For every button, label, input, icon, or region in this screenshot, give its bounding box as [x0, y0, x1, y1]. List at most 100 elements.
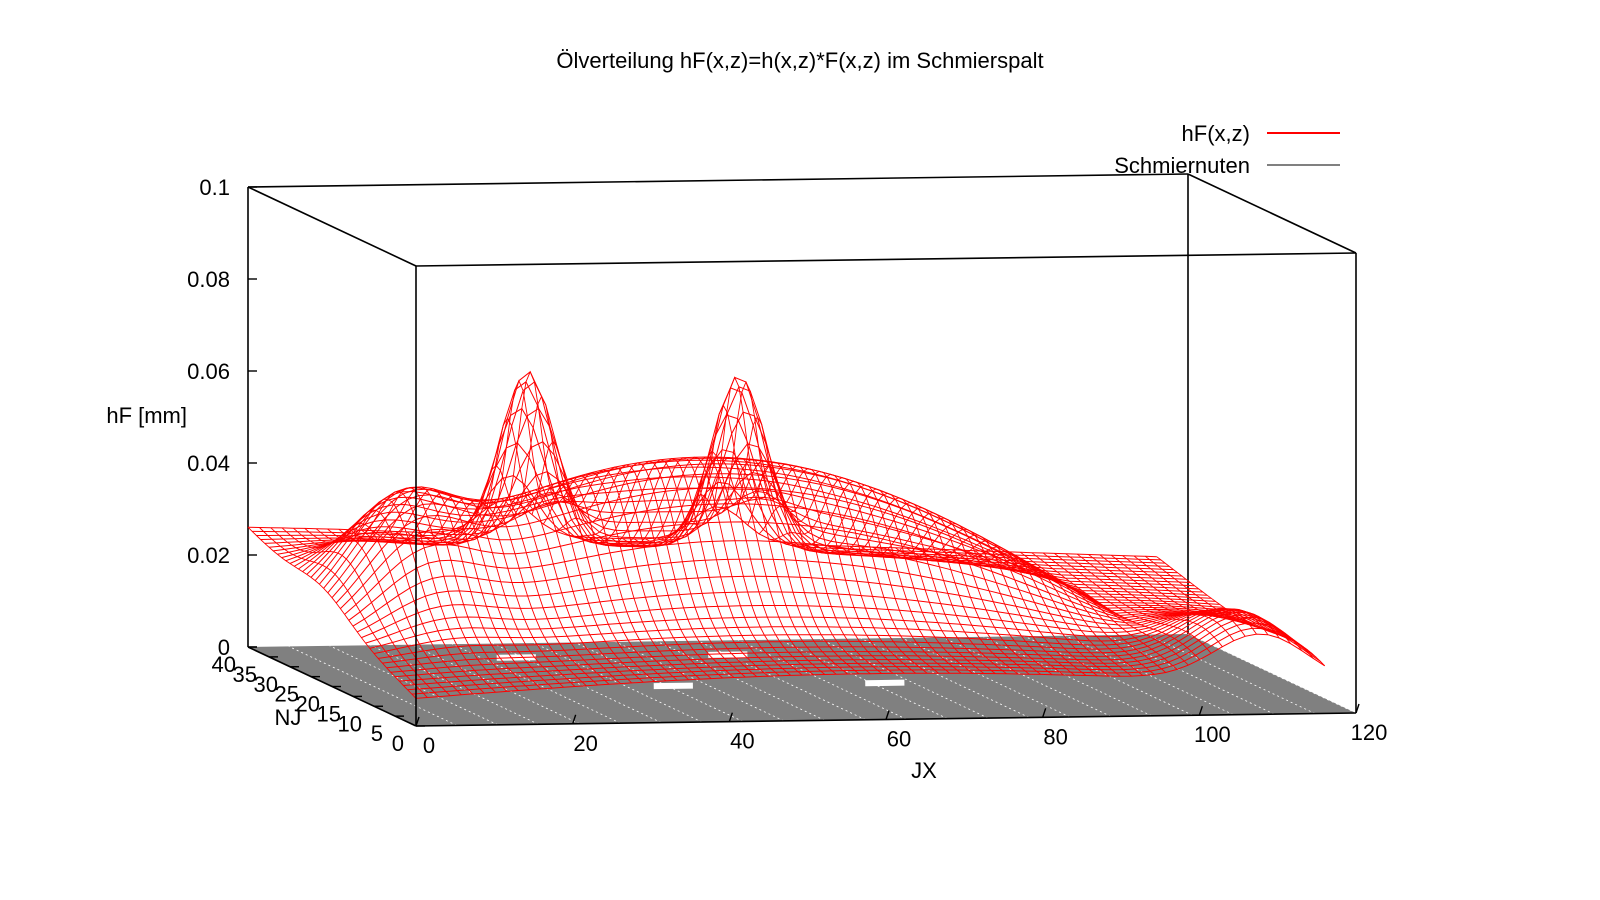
surface-line-jx [497, 379, 667, 682]
floor-grid-line [983, 636, 1152, 717]
surface-line-jx [1008, 551, 1178, 670]
y-tick-label: 30 [254, 672, 278, 697]
y-tick-label: 35 [233, 662, 257, 687]
surface-line-jx [951, 549, 1121, 677]
surface-line-jx [429, 498, 599, 686]
surface-line-jx [656, 457, 826, 675]
x-tick-label: 0 [423, 733, 435, 758]
floor-grid-line [656, 640, 825, 721]
x-tick-mark [572, 714, 577, 725]
floor-grid-line [942, 637, 1111, 717]
floor-grid-line [1187, 633, 1357, 714]
surface-line-jx [293, 522, 462, 696]
surface-line-jx [1065, 553, 1235, 641]
floor-grid-line [860, 638, 1030, 718]
surface-wireframe [247, 370, 1326, 699]
x-tick-label: 20 [573, 731, 597, 756]
x-tick-mark [1355, 703, 1360, 714]
x-axis-ticks: 0 20 40 60 80 100 120 [415, 703, 1388, 758]
z-axis-label: hF [mm] [106, 403, 187, 428]
box-edge-top-right [1187, 173, 1357, 254]
surface-line-jx [452, 492, 621, 684]
groove-mark [708, 651, 748, 658]
chart-title: Ölverteilung hF(x,z)=h(x,z)*F(x,z) im Sc… [556, 48, 1043, 73]
x-tick-mark [415, 716, 420, 727]
x-axis-label: JX [911, 758, 937, 783]
x-tick-mark [728, 712, 733, 722]
surface-line-jx [747, 463, 917, 674]
surface-line-jx [577, 460, 746, 678]
floor-grid-line [493, 643, 662, 723]
box-edge-top-back [247, 173, 1189, 188]
surface-line-jx [1133, 555, 1303, 652]
y-tick-label: 10 [338, 711, 362, 736]
y-tick-label: 5 [371, 721, 383, 746]
y-tick-label: 15 [317, 701, 341, 726]
x-tick-mark [885, 710, 890, 720]
floor-grid-line [1065, 635, 1234, 716]
surface-line-jx [906, 534, 1076, 676]
z-tick-label: 0.06 [187, 359, 230, 384]
surface-line-jx [281, 527, 451, 697]
surface-line-jx [349, 486, 519, 691]
floor-grid-line [370, 644, 539, 725]
surface-line-jx [986, 550, 1155, 675]
surface-line-jx [997, 551, 1166, 673]
y-tick-label: 0 [392, 731, 404, 756]
floor-grid-line [1106, 634, 1275, 715]
surface-line-jx [588, 459, 758, 677]
surface-line-jx [474, 464, 644, 683]
floor-grid-line [329, 645, 498, 726]
surface-line-jx [508, 370, 678, 681]
x-tick-mark [1198, 705, 1203, 716]
y-axis-label: NJ [275, 705, 302, 730]
surface-line-jx [1110, 554, 1280, 639]
surface-line-jx [1031, 552, 1201, 660]
x-tick-label: 40 [730, 729, 754, 754]
x-tick-mark [1042, 708, 1047, 718]
legend-label-hf: hF(x,z) [1182, 121, 1250, 146]
z-tick-label: 0.02 [187, 543, 230, 568]
x-tick-label: 120 [1351, 720, 1388, 745]
legend-label-schmiernuten: Schmiernuten [1114, 153, 1250, 178]
surface-line-jx [599, 458, 769, 677]
surface-line-jx [315, 498, 485, 694]
surface-line-jx [418, 499, 587, 687]
surface-line-jx [1122, 555, 1291, 644]
floor-grid-line [901, 637, 1071, 718]
floor-grid-line [288, 646, 458, 726]
z-axis-ticks: 0 0.02 0.04 0.06 0.08 0.1 [187, 175, 257, 660]
floor-grid-line [1146, 634, 1316, 714]
surface-line-jx [895, 528, 1064, 676]
x-tick-label: 100 [1194, 722, 1231, 747]
surface-line-nj [356, 575, 1267, 633]
surface-line-jx [974, 550, 1144, 676]
surface-line-nj [348, 540, 1258, 628]
floor-grid-line [411, 644, 580, 725]
floor-grid-line [533, 642, 703, 723]
surface-line-jx [770, 477, 939, 674]
z-tick-label: 0 [218, 635, 230, 660]
floor-grid-line [574, 642, 744, 722]
surface-line-nj [289, 490, 1199, 590]
surface-line-jx [554, 464, 723, 679]
surface-line-jx [645, 456, 814, 676]
floor-grid-line [452, 643, 621, 724]
floor-grid-line [820, 638, 989, 719]
surface-line-jx [1042, 552, 1212, 654]
z-tick-label: 0.08 [187, 267, 230, 292]
surface-line-jx [395, 497, 565, 688]
surface-line-jx [1054, 553, 1223, 647]
surface-line-jx [804, 488, 973, 674]
surface-line-jx [781, 480, 951, 674]
surface-line-jx [270, 527, 440, 697]
surface-line-jx [304, 509, 474, 695]
surface-line-jx [611, 457, 780, 677]
surface-line-jx [520, 395, 689, 681]
groove-mark [865, 679, 905, 687]
surface-line-jx [633, 456, 803, 676]
surface-line-jx [542, 466, 712, 679]
